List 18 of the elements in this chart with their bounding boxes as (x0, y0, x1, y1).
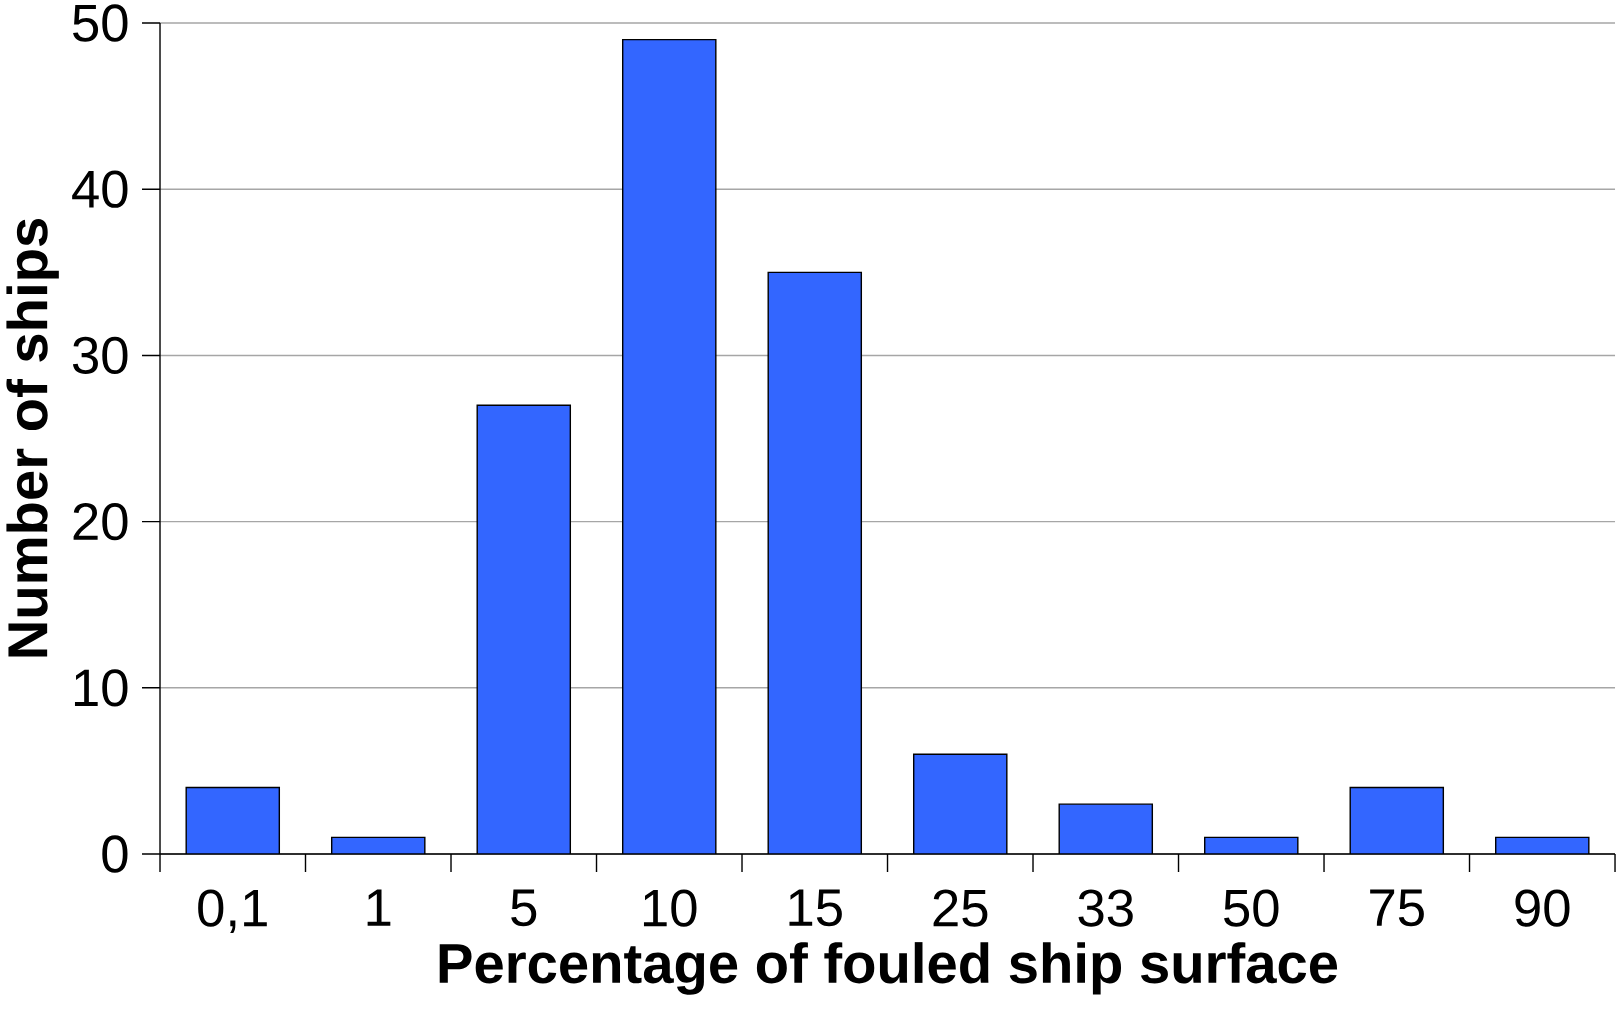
x-tick-label: 1 (367, 889, 391, 926)
x-tick-label: 25 (933, 889, 988, 927)
y-axis-title: Number of ships (6, 219, 59, 657)
x-tick-label: 15 (789, 889, 842, 927)
x-tick-label: 10 (643, 889, 697, 927)
y-tick-label: 50 (73, 4, 128, 42)
x-tick-label: 0,1 (198, 889, 267, 933)
y-tick-label: 20 (73, 502, 128, 541)
x-tick-label: 33 (1078, 889, 1133, 927)
x-tick-label: 90 (1515, 889, 1570, 927)
x-tick-label: 5 (511, 889, 537, 927)
x-axis-title: Percentage of fouled ship surface (439, 942, 1338, 995)
y-tick-label: 0 (102, 835, 128, 873)
y-tick-label: 30 (72, 336, 128, 375)
x-tick-label: 50 (1224, 889, 1279, 927)
y-tick-label: 10 (74, 669, 128, 707)
y-tick-label: 40 (72, 170, 128, 208)
x-tick-label: 75 (1370, 889, 1424, 927)
